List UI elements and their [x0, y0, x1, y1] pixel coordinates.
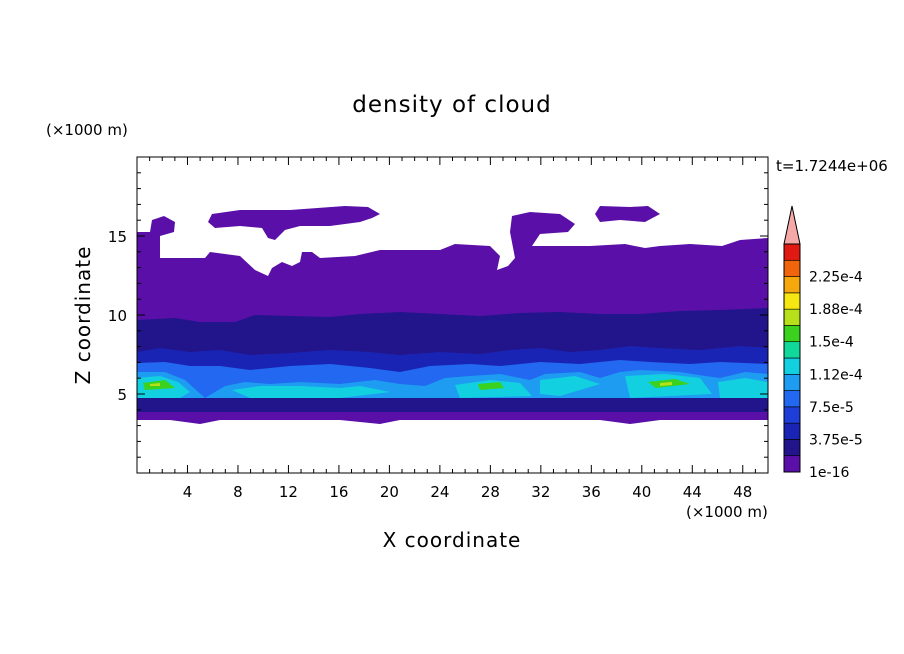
colorbar-segment [783, 406, 801, 424]
colorbar-label: 1.5e-4 [809, 335, 854, 351]
colorbar-label: 1.88e-4 [809, 302, 863, 318]
x-tick-label: 8 [233, 483, 243, 501]
colorbar-segment [783, 308, 801, 326]
y-tick-label: 5 [117, 386, 127, 404]
cloud-region-teal-cores [137, 374, 768, 398]
colorbar-label: 7.5e-5 [809, 400, 854, 416]
colorbar-segment [783, 276, 801, 294]
x-tick-label: 32 [531, 483, 550, 501]
y-axis-label: Z coordinate [71, 246, 95, 385]
colorbar-segment [783, 373, 801, 391]
x-tick-label: 36 [582, 483, 601, 501]
colorbar-segment [783, 422, 801, 440]
colorbar-label: 3.75e-5 [809, 432, 863, 448]
colorbar-segment [783, 390, 801, 408]
colorbar-label: 2.25e-4 [809, 270, 863, 286]
colorbar-segment [783, 341, 801, 359]
x-tick-label: 40 [632, 483, 651, 501]
chart-title: density of cloud [352, 92, 551, 118]
colorbar-label: 1e-16 [809, 465, 849, 481]
x-tick-label: 4 [183, 483, 193, 501]
x-axis-ticks: 4 8 12 16 20 24 28 32 36 40 44 48 [149, 157, 756, 501]
colorbar-segment [783, 455, 801, 473]
x-tick-label: 20 [380, 483, 399, 501]
cloud-region-top-patches [208, 206, 660, 240]
x-tick-label: 12 [279, 483, 298, 501]
y-tick-label: 10 [108, 307, 127, 325]
x-tick-label: 44 [683, 483, 702, 501]
colorbar-segment [783, 259, 801, 277]
x-tick-label: 24 [430, 483, 449, 501]
colorbar-segment [783, 292, 801, 310]
x-unit-label: (×1000 m) [686, 503, 768, 521]
colorbar-segment [783, 243, 801, 261]
y-axis-ticks: 5 10 15 [108, 172, 768, 458]
colorbar-frame [783, 243, 801, 473]
time-label: t=1.7244e+06 [776, 157, 888, 175]
colorbar: 2.25e-4 1.88e-4 1.5e-4 1.12e-4 7.5e-5 3.75e-5… [783, 205, 863, 481]
y-unit-label: (×1000 m) [46, 121, 128, 139]
colorbar-segment [783, 325, 801, 343]
colorbar-segment [783, 439, 801, 457]
colorbar-extend-arrow [783, 205, 801, 245]
colorbar-label: 1.12e-4 [809, 367, 863, 383]
colorbar-segment [783, 357, 801, 375]
x-tick-label: 48 [733, 483, 752, 501]
x-tick-label: 28 [481, 483, 500, 501]
x-tick-label: 16 [329, 483, 348, 501]
x-axis-label: X coordinate [383, 528, 522, 552]
cloud-field [137, 206, 768, 424]
y-tick-label: 15 [108, 228, 127, 246]
cloud-region-upper-tier [137, 212, 768, 330]
cloud-region-lower-dark [137, 398, 768, 412]
